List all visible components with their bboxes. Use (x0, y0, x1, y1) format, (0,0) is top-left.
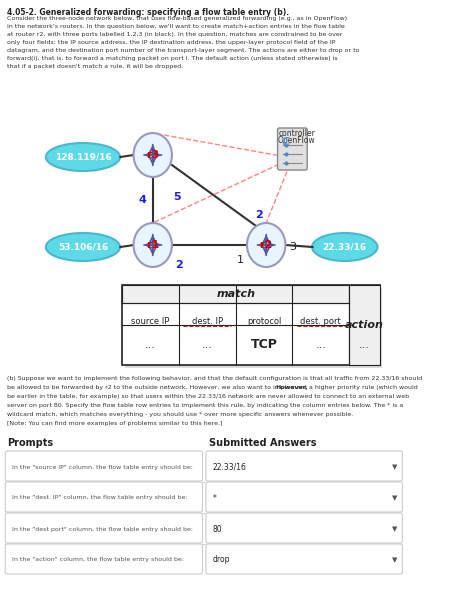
Text: 4: 4 (138, 195, 146, 205)
FancyBboxPatch shape (122, 285, 380, 365)
Ellipse shape (46, 143, 120, 171)
Text: datagram, and the destination port number of the transport-layer segment. The ac: datagram, and the destination port numbe… (7, 48, 360, 53)
Circle shape (134, 133, 172, 177)
Text: C: C (281, 137, 290, 147)
Text: (b) Suppose we want to implement the following behavior, and that the default co: (b) Suppose we want to implement the fol… (7, 376, 422, 381)
Text: ...: ... (315, 340, 326, 350)
Text: 53.106/16: 53.106/16 (58, 243, 108, 252)
Ellipse shape (312, 233, 377, 261)
FancyBboxPatch shape (5, 482, 203, 512)
FancyBboxPatch shape (122, 285, 349, 303)
Text: 3: 3 (289, 242, 296, 252)
Text: In the "action" column, the flow table entry should be:: In the "action" column, the flow table e… (12, 558, 184, 562)
Text: 22.33/16: 22.33/16 (323, 243, 367, 252)
Text: protocol: protocol (247, 317, 281, 325)
FancyBboxPatch shape (277, 128, 307, 170)
Text: r1: r1 (146, 240, 159, 250)
Text: forward(i), that is, to forward a matching packet on port i. The default action : forward(i), that is, to forward a matchi… (7, 56, 338, 61)
Text: source IP: source IP (131, 317, 170, 325)
Text: In the "dest port" column, the flow table entry should be:: In the "dest port" column, the flow tabl… (12, 527, 193, 531)
FancyBboxPatch shape (206, 451, 403, 481)
Text: *: * (213, 493, 217, 503)
Text: be earlier in the table, for example) so that users within the 22.33/16 network : be earlier in the table, for example) so… (7, 394, 409, 399)
Ellipse shape (46, 233, 120, 261)
Text: In the "source IP" column, the flow table entry should be:: In the "source IP" column, the flow tabl… (12, 465, 193, 469)
FancyBboxPatch shape (349, 285, 380, 365)
Text: at router r2, with three ports labelled 1,2,3 (in black). In the question, match: at router r2, with three ports labelled … (7, 32, 342, 37)
FancyBboxPatch shape (5, 451, 203, 481)
Text: 4.05-2. Generalized forwarding: specifying a flow table entry (b).: 4.05-2. Generalized forwarding: specifyi… (7, 8, 289, 17)
Text: 80: 80 (213, 525, 223, 534)
Text: dest. IP: dest. IP (192, 317, 223, 325)
Text: match: match (216, 289, 255, 299)
FancyBboxPatch shape (125, 288, 382, 368)
Text: Consider the three-node network below, that uses flow-based generalized forwardi: Consider the three-node network below, t… (7, 16, 347, 21)
Text: r3: r3 (146, 150, 159, 160)
Text: ...: ... (145, 340, 156, 350)
FancyBboxPatch shape (5, 544, 203, 574)
Text: ...: ... (202, 340, 213, 350)
Text: In the "dest. IP" column, the flow table entry should be:: In the "dest. IP" column, the flow table… (12, 496, 188, 500)
Text: ▼: ▼ (392, 464, 397, 470)
Text: Submitted Answers: Submitted Answers (210, 438, 317, 448)
Text: dest. port: dest. port (300, 317, 341, 325)
Circle shape (134, 223, 172, 267)
Text: server on port 80. Specify the flow table row entries to implement this rule, by: server on port 80. Specify the flow tabl… (7, 403, 403, 408)
Text: 1: 1 (236, 255, 243, 265)
Text: drop: drop (213, 556, 230, 565)
Text: action: action (345, 320, 384, 330)
FancyBboxPatch shape (206, 482, 403, 512)
Text: TCP: TCP (251, 339, 277, 352)
Text: 5: 5 (173, 192, 181, 202)
Text: be allowed to be forwarded by r2 to the outside network. However, we also want t: be allowed to be forwarded by r2 to the … (7, 385, 418, 390)
Text: ▼: ▼ (392, 557, 397, 563)
Text: controller: controller (278, 129, 315, 138)
Text: Prompts: Prompts (7, 438, 53, 448)
Text: r2: r2 (260, 240, 273, 250)
Text: ▼: ▼ (392, 495, 397, 501)
Text: [Note: You can find more examples of problems similar to this here.]: [Note: You can find more examples of pro… (7, 421, 222, 426)
Text: ...: ... (359, 340, 370, 350)
Text: wildcard match, which matches everything - you should use * over more specific a: wildcard match, which matches everything… (7, 412, 353, 417)
FancyBboxPatch shape (206, 513, 403, 543)
Text: 2: 2 (255, 210, 263, 220)
Text: that if a packet doesn't match a rule, it will be dropped.: that if a packet doesn't match a rule, i… (7, 64, 183, 69)
FancyBboxPatch shape (5, 513, 203, 543)
Text: ▼: ▼ (392, 526, 397, 532)
Text: 128.119/16: 128.119/16 (55, 152, 111, 161)
Text: OpenFlow: OpenFlow (278, 136, 316, 145)
Text: 22.33/16: 22.33/16 (213, 462, 247, 471)
Text: 2: 2 (175, 260, 183, 270)
FancyBboxPatch shape (206, 544, 403, 574)
Text: in the network's routers. In the question below, we'll want to create match+acti: in the network's routers. In the questio… (7, 24, 345, 29)
Circle shape (247, 223, 285, 267)
Text: However,: However, (275, 385, 307, 390)
Text: only four fields: the IP source address, the IP destination address, the upper-l: only four fields: the IP source address,… (7, 40, 335, 45)
